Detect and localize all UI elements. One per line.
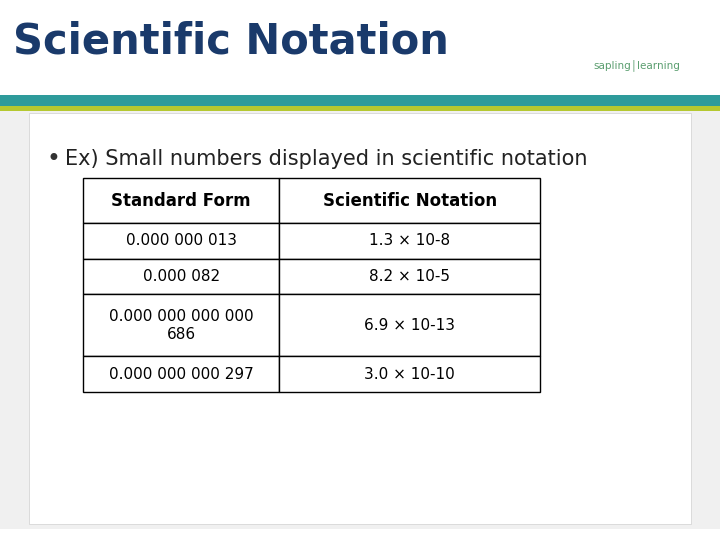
Text: 3.0 × 10-10: 3.0 × 10-10 <box>364 367 455 382</box>
Text: Standard Form: Standard Form <box>112 192 251 210</box>
Text: 0.000 000 000 297: 0.000 000 000 297 <box>109 367 253 382</box>
Text: •: • <box>47 147 60 171</box>
Text: 0.000 082: 0.000 082 <box>143 269 220 284</box>
Text: sapling│learning: sapling│learning <box>594 59 680 71</box>
Text: 0.000 000 000 000
686: 0.000 000 000 000 686 <box>109 308 253 342</box>
Text: 8.2 × 10-5: 8.2 × 10-5 <box>369 269 450 284</box>
Text: Scientific Notation: Scientific Notation <box>13 21 449 63</box>
Text: 6.9 × 10-13: 6.9 × 10-13 <box>364 318 455 333</box>
Text: Scientific Notation: Scientific Notation <box>323 192 497 210</box>
Text: 0.000 000 013: 0.000 000 013 <box>125 233 237 248</box>
Text: 1.3 × 10-8: 1.3 × 10-8 <box>369 233 450 248</box>
Text: Ex) Small numbers displayed in scientific notation: Ex) Small numbers displayed in scientifi… <box>65 149 588 170</box>
